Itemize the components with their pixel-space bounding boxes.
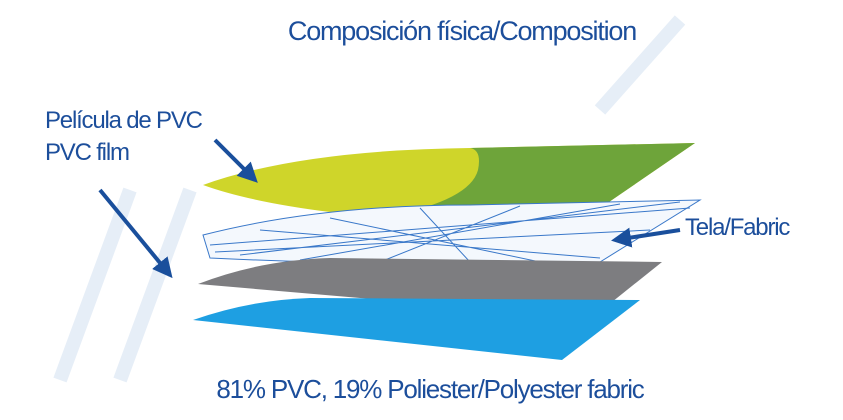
label-pvc-es: Película de PVC (45, 107, 203, 134)
blue-layer (193, 298, 640, 360)
title: Composición física/Composition (288, 16, 636, 46)
footer: 81% PVC, 19% Poliester/Polyester fabric (216, 374, 644, 404)
watermark (53, 15, 686, 383)
fabric-layer (202, 199, 702, 265)
arrows (98, 138, 681, 279)
label-fabric: Tela/Fabric (685, 214, 790, 241)
label-pvc-en: PVC film (45, 139, 129, 166)
pvc-top-layer (203, 143, 695, 219)
